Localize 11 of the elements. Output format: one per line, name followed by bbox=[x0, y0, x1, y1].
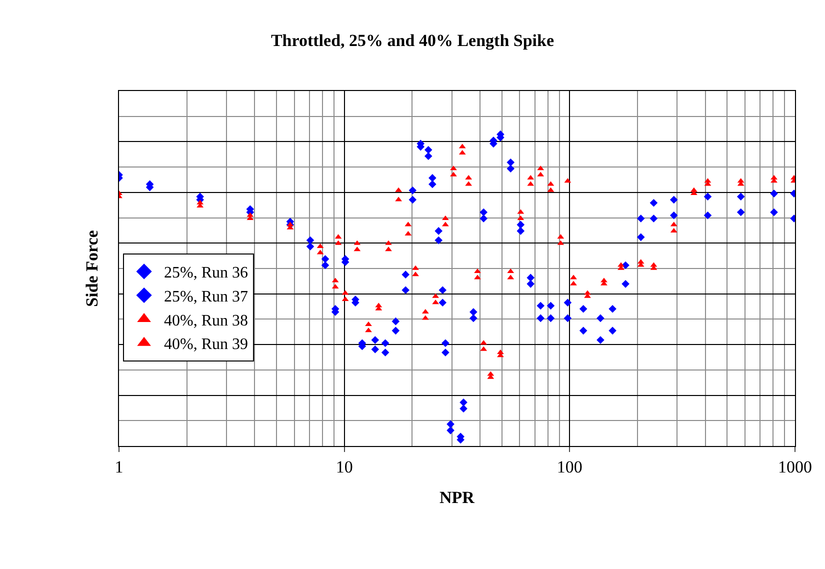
legend-label: 25%, Run 37 bbox=[164, 288, 248, 306]
x-axis-title: NPR bbox=[440, 488, 476, 507]
x-tick-label: 1000 bbox=[778, 457, 812, 476]
legend-label: 40%, Run 39 bbox=[164, 336, 248, 354]
legend-label: 25%, Run 36 bbox=[164, 264, 248, 282]
legend-label: 40%, Run 38 bbox=[164, 312, 248, 330]
y-axis-title: Side Force bbox=[82, 230, 102, 307]
chart-title: Throttled, 25% and 40% Length Spike bbox=[270, 31, 554, 50]
x-tick-label: 1 bbox=[114, 457, 124, 476]
x-tick-label: 100 bbox=[556, 457, 582, 476]
x-tick-label: 10 bbox=[336, 457, 353, 476]
